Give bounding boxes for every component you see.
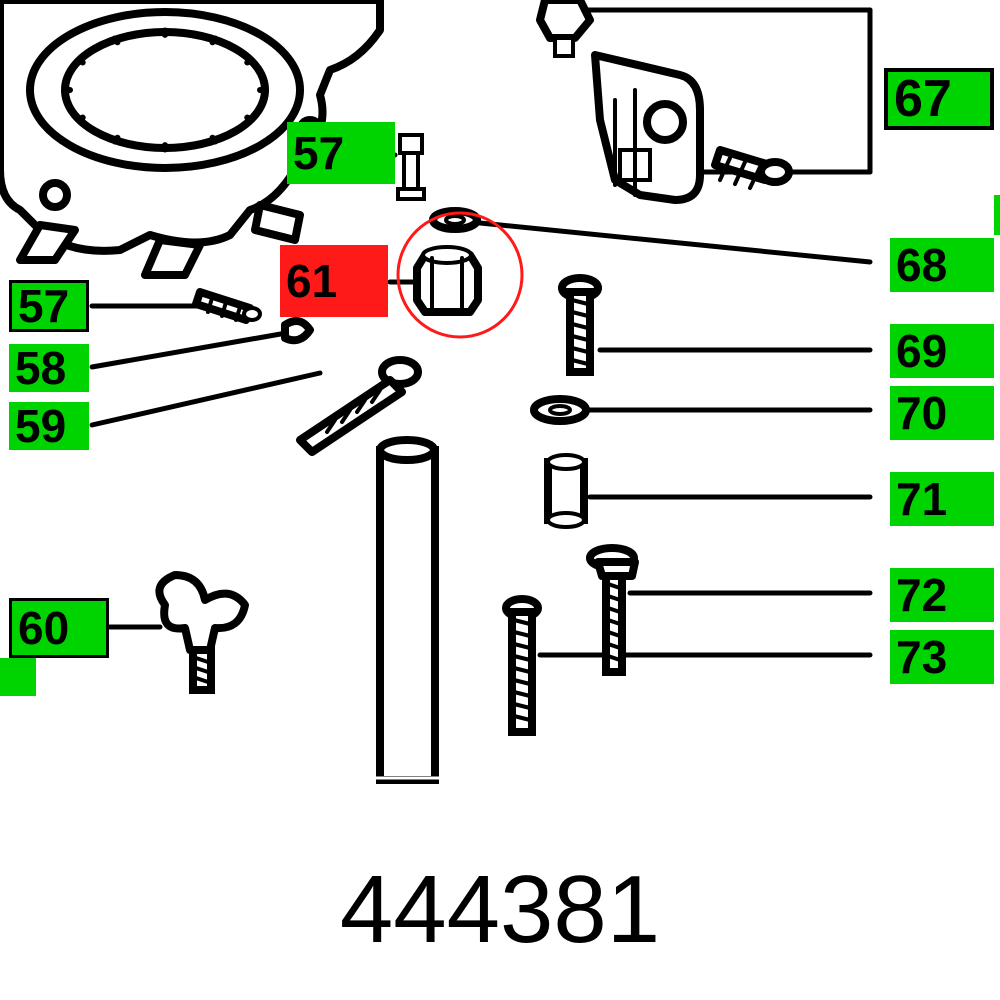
callout-57-left: 57 <box>9 280 89 332</box>
callout-57-top: 57 <box>287 122 395 184</box>
callout-60: 60 <box>9 598 109 658</box>
callout-61: 61 <box>280 245 388 317</box>
callout-58: 58 <box>9 344 89 392</box>
parts-diagram-svg <box>0 0 1000 1000</box>
callout-72: 72 <box>890 568 994 622</box>
callout-59: 59 <box>9 402 89 450</box>
callout-70: 70 <box>890 386 994 440</box>
callout-71: 71 <box>890 472 994 526</box>
callout-68: 68 <box>890 238 994 292</box>
callout-69: 69 <box>890 324 994 378</box>
callout-67: 67 <box>884 68 994 130</box>
callout-73: 73 <box>890 630 994 684</box>
green-strip <box>994 195 1000 235</box>
part-number: 444381 <box>0 855 1000 965</box>
diagram-canvas: 57 58 59 57 61 67 68 69 70 71 72 73 60 444381 <box>0 0 1000 1000</box>
green-strip <box>0 658 36 696</box>
